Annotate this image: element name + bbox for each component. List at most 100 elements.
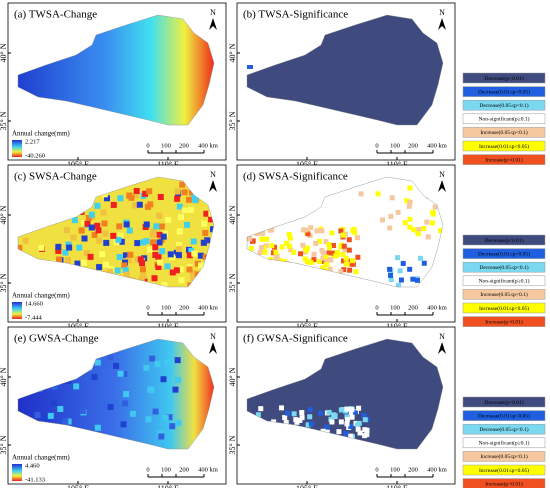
grid-cell: [149, 355, 156, 362]
grid-cell: [203, 210, 210, 217]
grid-cell: [355, 235, 361, 241]
grid-cell: [351, 226, 357, 232]
grid-cell: [121, 262, 128, 269]
colorbar-max: 2.217: [25, 138, 40, 145]
grid-cell: [200, 239, 207, 246]
legend-swatch: [462, 99, 546, 111]
scale-label: 100: [390, 304, 400, 311]
grid-cell: [161, 282, 168, 287]
grid-cell: [110, 201, 117, 208]
grid-cell: [258, 245, 264, 251]
grid-cell: [375, 191, 381, 197]
grid-cell: [313, 240, 319, 246]
grid-cell: [158, 433, 165, 440]
panel-title: (c) SWSA-Change: [14, 171, 97, 183]
grid-cell: [389, 195, 395, 201]
grid-cell: [177, 266, 184, 273]
grid-cell: [115, 236, 122, 243]
grid-cell: [342, 247, 348, 253]
grid-cell: [154, 360, 161, 367]
grid-cell: [387, 266, 393, 272]
grid-cell: [179, 181, 186, 188]
grid-cell: [181, 207, 188, 214]
legend-label: Decrease(0.05≤p<0.1): [479, 102, 528, 109]
grid-cell: [122, 400, 129, 407]
grid-cell: [361, 412, 367, 418]
grid-cell: [344, 421, 350, 427]
grid-cell: [279, 244, 285, 250]
grid-cell: [286, 232, 292, 238]
grid-cell: [269, 243, 275, 249]
colorbar-title: Annual change(mm): [12, 292, 70, 300]
grid-cell: [38, 244, 45, 251]
grid-cell: [402, 220, 408, 226]
colorbar-min: -41.133: [25, 476, 45, 483]
grid-cell: [364, 427, 370, 433]
legend-swatch: [462, 316, 546, 327]
x-axis-label: 105° E: [67, 322, 89, 331]
grid-cell: [80, 259, 87, 266]
grid-cell: [146, 188, 153, 195]
scale-label: 400 km: [198, 142, 218, 149]
map-area: [247, 15, 443, 125]
grid-cell: [299, 415, 305, 421]
region-outline: [246, 14, 444, 126]
grid-cell: [341, 258, 347, 264]
grid-cell: [343, 431, 349, 437]
legend-label: Non-significant(p≥0.1): [479, 116, 530, 123]
legend-label: Increase(0.01≤p<0.05): [479, 143, 529, 150]
x-axis-label: 105° E: [296, 160, 318, 169]
x-axis-label: 110° E: [157, 322, 179, 331]
legend-swatch: [462, 302, 546, 314]
colorbar-min: -40.260: [25, 152, 45, 159]
y-axis-label: 40° N: [228, 367, 237, 386]
grid-cell: [134, 256, 141, 263]
grid-cell: [316, 239, 322, 245]
grid-cell: [321, 258, 327, 264]
grid-cell: [350, 261, 356, 267]
grid-cell: [194, 260, 201, 267]
legend-swatch: [462, 451, 546, 462]
legend-swatch: [462, 464, 546, 476]
scale-label: 200: [179, 304, 189, 311]
legend-swatch: [462, 154, 546, 165]
grid-cell: [260, 230, 266, 236]
grid-cell: [94, 202, 101, 209]
colorbar-title: Annual change(mm): [12, 130, 70, 138]
legend-swatch: [462, 289, 546, 300]
colorbar: [12, 464, 22, 481]
grid-cell: [262, 249, 268, 255]
grid-cell: [186, 252, 193, 259]
grid-cell: [259, 236, 265, 242]
grid-cell: [83, 250, 90, 257]
map-panel: (b) TWSA-Significance N 0 100 200 400 km: [236, 2, 456, 161]
grid-cell: [344, 406, 350, 412]
grid-cell: [143, 364, 150, 371]
grid-cell: [188, 206, 195, 213]
grid-cell: [285, 410, 291, 416]
grid-cell: [88, 224, 95, 231]
grid-cell: [81, 235, 88, 242]
grid-cell: [155, 263, 162, 270]
grid-cell: [425, 234, 431, 240]
scale-label: 400 km: [198, 304, 218, 311]
x-axis-label: 110° E: [386, 484, 408, 488]
grid-cell: [128, 194, 135, 201]
panel-title: (b) TWSA-Significance: [243, 9, 348, 21]
grid-cell: [166, 414, 173, 421]
grid-cell: [284, 240, 290, 246]
grid-cell: [107, 354, 114, 361]
colorbar-min: -7.444: [25, 314, 43, 321]
grid-cell: [47, 412, 54, 419]
grid-cell: [197, 252, 204, 259]
grid-cell: [395, 209, 401, 215]
scale-label: 100: [161, 142, 171, 149]
grid-cell: [208, 216, 214, 223]
legend-label: Increase(0.05≤p<0.1): [480, 129, 528, 136]
grid-cell: [192, 197, 199, 204]
grid-cell: [329, 419, 335, 425]
grid-cell: [129, 410, 136, 417]
legend-label: Non-significant(p≥0.1): [479, 440, 530, 447]
grid-cell: [176, 203, 183, 210]
grid-cell: [358, 191, 364, 197]
